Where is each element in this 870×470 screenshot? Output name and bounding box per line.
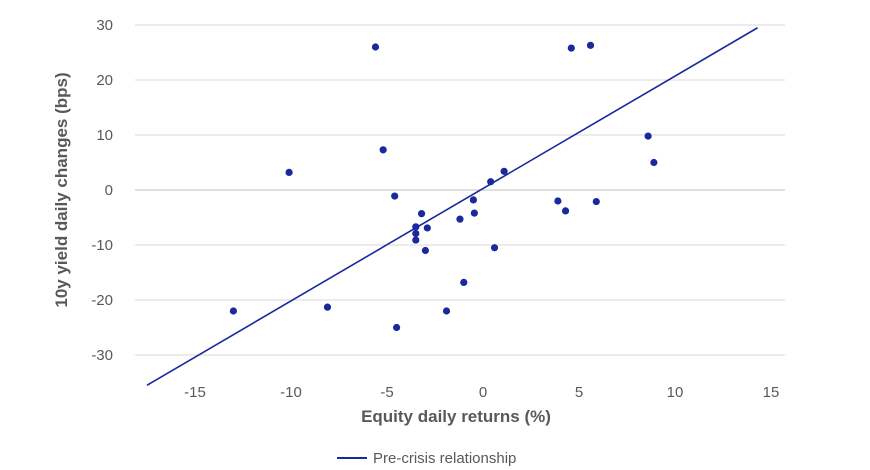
data-point	[650, 158, 658, 167]
x-tick-label: 5	[575, 384, 583, 401]
y-tick-label: 30	[96, 17, 113, 34]
data-point	[229, 307, 237, 315]
x-tick-label: 10	[667, 384, 684, 401]
y-tick-label: -10	[91, 237, 113, 254]
data-point	[412, 236, 420, 244]
y-axis-title: 10y yield daily changes (bps)	[52, 72, 71, 307]
x-tick-label: -15	[184, 384, 206, 401]
data-point	[421, 246, 429, 255]
data-point	[285, 168, 293, 176]
data-point	[323, 303, 332, 311]
data-points	[229, 41, 658, 332]
data-point	[460, 278, 468, 286]
data-point	[469, 196, 477, 204]
data-point	[391, 192, 399, 200]
data-point	[442, 307, 451, 315]
x-tick-label: 15	[763, 384, 780, 401]
data-point	[417, 210, 426, 218]
data-point	[554, 197, 562, 205]
data-point	[644, 132, 652, 140]
data-point	[490, 244, 499, 252]
y-axis-ticks: 30 20 10 0 -10 -20 -30	[91, 17, 113, 364]
data-point	[456, 215, 464, 223]
data-point	[379, 146, 387, 154]
data-point	[561, 207, 570, 215]
data-point	[423, 224, 431, 232]
data-point	[567, 44, 575, 52]
x-axis-title: Equity daily returns (%)	[361, 407, 551, 426]
grid-lines	[135, 24, 785, 356]
data-point	[371, 43, 380, 51]
x-axis-ticks: -15 -10 -5 0 5 10 15	[184, 384, 779, 401]
y-tick-label: -30	[91, 347, 113, 364]
trend-lines	[146, 27, 758, 386]
data-point	[586, 41, 595, 49]
legend-label: Pre-crisis relationship	[373, 450, 516, 467]
x-tick-label: -10	[280, 384, 302, 401]
data-point	[500, 167, 508, 175]
data-point	[393, 323, 401, 332]
x-tick-label: -5	[380, 384, 393, 401]
data-point	[592, 197, 600, 206]
data-point	[470, 209, 478, 217]
data-point	[412, 229, 420, 238]
legend: Pre-crisis relationship	[337, 450, 516, 467]
pre-crisis-relationship-line	[146, 27, 758, 386]
y-tick-label: 20	[96, 72, 113, 89]
y-tick-label: 0	[105, 182, 113, 199]
x-tick-label: 0	[479, 384, 487, 401]
y-tick-label: 10	[96, 127, 113, 144]
y-tick-label: -20	[91, 292, 113, 309]
